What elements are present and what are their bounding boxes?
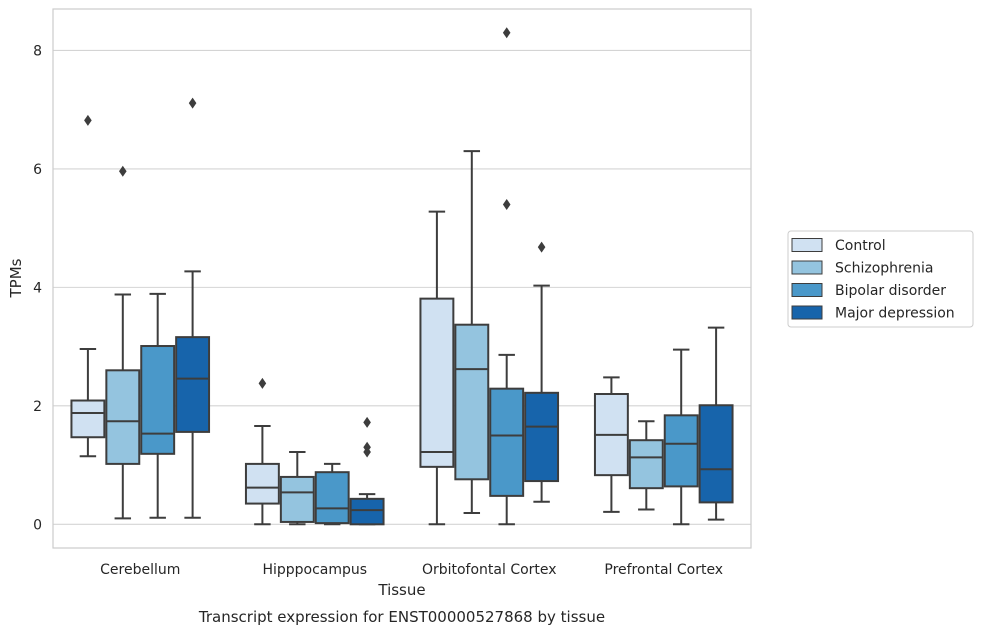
x-tick-label: Cerebellum (100, 562, 180, 578)
outlier-point (119, 165, 127, 177)
box-bipolar-disorder-3 (663, 348, 699, 526)
box-iqr (70, 399, 106, 439)
box-schizophrenia-3 (628, 420, 664, 511)
outlier-point (363, 416, 371, 428)
box-major-depression-3 (698, 326, 734, 521)
legend-swatch (791, 238, 823, 252)
box-iqr (279, 475, 315, 523)
box-iqr (349, 497, 385, 526)
box-bipolar-disorder-2 (489, 27, 525, 526)
box-iqr (454, 323, 490, 481)
box-schizophrenia-1 (279, 451, 315, 526)
y-tick-label: 2 (33, 399, 42, 415)
box-major-depression-2 (524, 241, 560, 503)
x-tick-label: Hipppocampus (262, 562, 367, 578)
box-iqr (419, 297, 455, 468)
box-control-3 (593, 376, 629, 513)
x-axis-label: Tissue (377, 581, 425, 599)
outlier-point (363, 446, 371, 458)
box-schizophrenia-2 (454, 150, 490, 515)
outlier-point (258, 377, 267, 389)
box-bipolar-disorder-1 (314, 462, 350, 526)
chart-caption: Transcript expression for ENST0000052786… (198, 608, 605, 626)
legend-swatch (791, 305, 823, 320)
box-plot-marks (70, 27, 734, 526)
legend-frame (787, 230, 974, 328)
box-iqr (628, 439, 664, 490)
outlier-point (188, 97, 197, 109)
plot-frame (52, 8, 752, 549)
box-iqr (175, 336, 211, 433)
box-control-1 (244, 377, 280, 526)
legend-label: Bipolar disorder (835, 283, 946, 299)
legend-label: Major depression (835, 306, 955, 322)
x-axis-ticks: Cerebellum Hipppocampus Orbitofontal Corte… (100, 562, 723, 578)
box-iqr (244, 462, 280, 505)
outlier-point (502, 27, 511, 39)
box-iqr (314, 471, 350, 525)
box-iqr (140, 345, 176, 455)
box-iqr (663, 414, 699, 488)
y-tick-label: 6 (33, 162, 42, 178)
y-tick-label: 4 (33, 280, 42, 296)
x-tick-label: Prefrontal Cortex (604, 562, 723, 578)
x-tick-label: Orbitofontal Cortex (422, 562, 557, 578)
box-bipolar-disorder-0 (140, 292, 176, 519)
box-control-0 (70, 114, 106, 458)
outlier-point (502, 198, 511, 210)
y-tick-label: 0 (33, 517, 42, 533)
y-tick-label: 8 (33, 43, 42, 59)
outlier-point (537, 241, 546, 253)
box-iqr (698, 404, 734, 504)
box-iqr (105, 369, 141, 465)
legend-swatch (791, 260, 823, 275)
box-major-depression-0 (175, 97, 211, 519)
legend-label: Control (835, 238, 886, 254)
legend-swatch (791, 283, 823, 297)
legend-label: Schizophrenia (835, 261, 933, 277)
y-axis-ticks: 0 2 4 6 8 (33, 43, 42, 533)
box-major-depression-1 (349, 416, 385, 526)
box-iqr (489, 387, 525, 497)
box-control-2 (419, 210, 455, 526)
y-axis-label: TPMs (7, 258, 25, 298)
outlier-point (84, 114, 92, 126)
box-iqr (524, 391, 560, 483)
legend: Control Schizophrenia Bipolar disorder Majo… (787, 230, 974, 328)
box-schizophrenia-0 (105, 165, 141, 520)
